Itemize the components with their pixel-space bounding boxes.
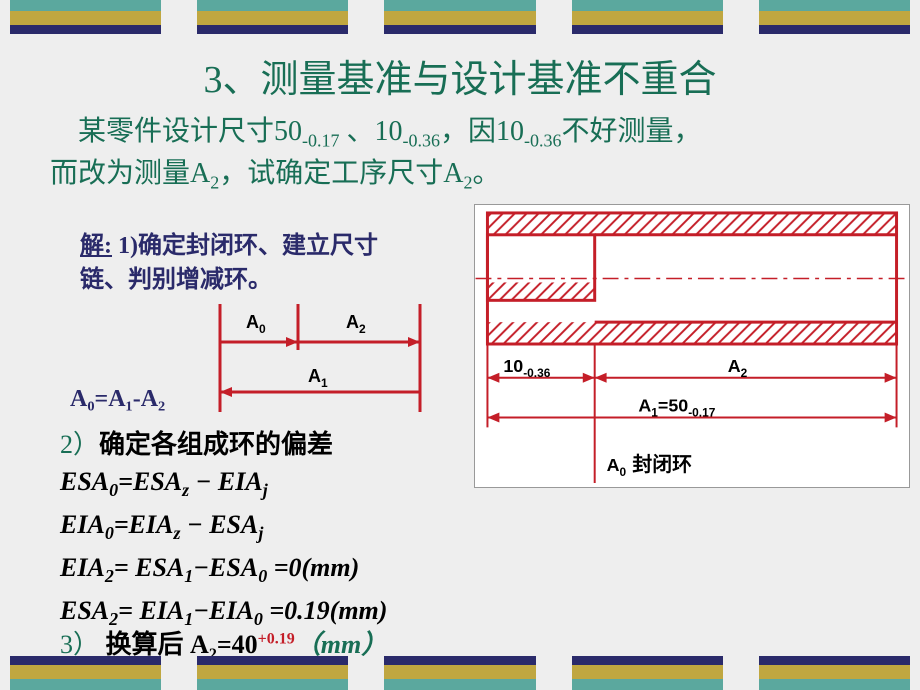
solution-step1: 解: 1)确定封闭环、建立尺寸链、判别增减环。 xyxy=(80,230,410,297)
equation-a0: A₀=A₁-A₂ xyxy=(70,386,165,413)
svg-text:A0: A0 xyxy=(246,312,266,336)
bottom-decorative-bars xyxy=(0,656,920,690)
top-decorative-bars xyxy=(0,0,920,34)
svg-text:10-0.36: 10-0.36 xyxy=(503,356,550,380)
solution-step2: 2）确定各组成环的偏差 xyxy=(60,424,333,461)
dimension-chain-diagram: A0 A2 A1 xyxy=(216,300,424,416)
svg-text:A0: A0 xyxy=(607,455,627,479)
svg-text:A1: A1 xyxy=(308,366,328,390)
svg-text:A2: A2 xyxy=(346,312,366,336)
svg-text:A2: A2 xyxy=(728,356,748,380)
engineering-drawing: 10-0.36 A2 A1=50-0.17 A0 封闭环 xyxy=(474,204,910,488)
svg-text:A1=50-0.17: A1=50-0.17 xyxy=(638,396,715,420)
slide-title: 3、测量基准与设计基准不重合 xyxy=(0,48,920,103)
deviation-formulas: ESA0=ESAz − EIAj EIA0=EIAz − ESAj EIA2= … xyxy=(60,462,387,634)
problem-statement: 某零件设计尺寸50-0.17 、10-0.36，因10-0.36不好测量， 而改… xyxy=(50,112,900,196)
svg-text:封闭环: 封闭环 xyxy=(632,453,692,476)
